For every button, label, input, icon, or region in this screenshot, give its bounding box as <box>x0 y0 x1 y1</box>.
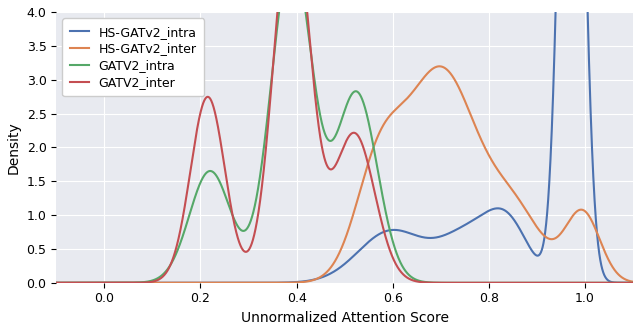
Line: HS-GATv2_inter: HS-GATv2_inter <box>8 66 640 283</box>
GATV2_intra <box>437 281 445 285</box>
GATV2_intra <box>135 281 143 285</box>
GATV2_inter <box>135 281 143 285</box>
HS-GATv2_intra <box>135 281 143 285</box>
HS-GATv2_intra <box>4 281 12 285</box>
GATV2_intra <box>543 281 550 285</box>
HS-GATv2_inter <box>4 281 12 285</box>
HS-GATv2_intra <box>280 281 287 285</box>
GATV2_inter <box>474 281 481 285</box>
Line: HS-GATv2_intra: HS-GATv2_intra <box>8 0 640 283</box>
HS-GATv2_intra <box>542 222 550 226</box>
HS-GATv2_inter <box>437 64 445 68</box>
X-axis label: Unnormalized Attention Score: Unnormalized Attention Score <box>241 311 449 325</box>
GATV2_intra <box>4 281 12 285</box>
GATV2_inter <box>543 281 550 285</box>
HS-GATv2_intra <box>436 234 444 238</box>
Y-axis label: Density: Density <box>7 121 21 174</box>
GATV2_intra <box>597 281 605 285</box>
GATV2_intra <box>474 281 481 285</box>
Line: GATV2_inter: GATV2_inter <box>8 0 640 283</box>
HS-GATv2_inter <box>543 235 550 239</box>
HS-GATv2_inter <box>135 281 143 285</box>
HS-GATv2_inter <box>474 128 481 132</box>
HS-GATv2_inter <box>280 281 287 285</box>
Line: GATV2_intra: GATV2_intra <box>8 0 640 283</box>
GATV2_inter <box>437 281 445 285</box>
GATV2_inter <box>4 281 12 285</box>
HS-GATv2_inter <box>436 64 444 68</box>
GATV2_inter <box>597 281 605 285</box>
HS-GATv2_intra <box>597 262 605 266</box>
HS-GATv2_intra <box>473 216 481 220</box>
Legend: HS-GATv2_intra, HS-GATv2_inter, GATV2_intra, GATV2_inter: HS-GATv2_intra, HS-GATv2_inter, GATV2_in… <box>63 18 204 96</box>
HS-GATv2_inter <box>597 241 605 245</box>
